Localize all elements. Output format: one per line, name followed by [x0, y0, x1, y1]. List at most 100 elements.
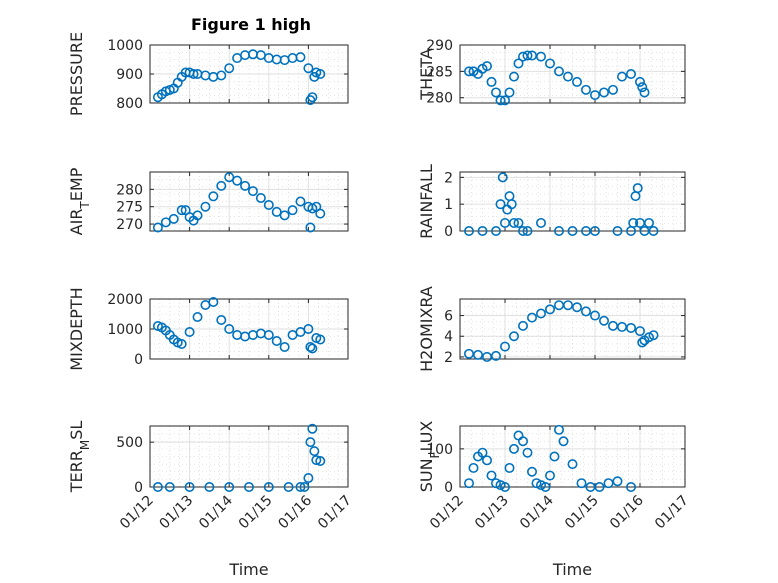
y-tick-label: 290: [426, 38, 453, 54]
data-point: [307, 92, 318, 103]
data-point: [535, 217, 546, 228]
data-point: [224, 323, 235, 334]
data-point: [295, 52, 306, 63]
x-tick-label: 01/17: [315, 493, 355, 533]
data-point: [637, 337, 648, 348]
x-tick-label: 01/16: [607, 492, 647, 532]
data-point: [553, 66, 564, 77]
data-point: [287, 205, 298, 216]
data-point: [598, 87, 609, 98]
y-tick-label: 0: [444, 224, 453, 240]
axes-frame: [459, 171, 686, 232]
x-tick-label: 01/12: [427, 493, 467, 533]
axes-frame: [459, 425, 686, 488]
data-point: [562, 71, 573, 82]
figure-title: Figure 1 high: [191, 15, 311, 34]
data-point: [499, 481, 510, 492]
y-tick-label: 6: [444, 309, 453, 325]
data-point: [517, 226, 528, 237]
data-point: [643, 217, 654, 228]
data-point: [164, 481, 175, 492]
data-point: [637, 82, 648, 93]
data-point: [522, 226, 533, 237]
data-point: [504, 87, 515, 98]
data-point: [490, 226, 501, 237]
y-tick-label: 2: [444, 350, 453, 366]
y-tick-label: 500: [116, 435, 143, 451]
x-tick-label: 01/14: [517, 492, 557, 532]
data-point: [263, 199, 274, 210]
data-point: [571, 302, 582, 313]
x-tick-label: 01/17: [652, 493, 692, 533]
data-point: [305, 222, 316, 233]
data-point: [625, 322, 636, 333]
data-point: [648, 226, 659, 237]
x-tick-label: 01/13: [472, 493, 512, 533]
data-point: [486, 470, 497, 481]
data-point: [315, 69, 326, 80]
subplot-5: 0 1000 2000 MIXDEPTH: [67, 287, 349, 371]
data-point: [184, 481, 195, 492]
y-tick-label: 280: [116, 182, 143, 198]
data-point: [499, 341, 510, 352]
data-point: [535, 51, 546, 62]
data-point: [176, 205, 187, 216]
data-point: [526, 312, 537, 323]
data-point: [594, 481, 605, 492]
data-point: [490, 478, 501, 489]
subplot-7: 0 500 TERRMSL 01/12 01/13 01/14 01/15 01/16 01/1…: [67, 421, 355, 579]
y-tick-label: 2: [444, 170, 453, 186]
data-point: [303, 473, 314, 484]
subplot-1: 800 900 1000 PRESSURE: [67, 32, 349, 116]
y-tick-label: 2000: [107, 292, 143, 308]
y-axis-label: THETA: [417, 48, 436, 100]
data-point: [295, 196, 306, 207]
data-point: [271, 206, 282, 217]
data-point: [589, 226, 600, 237]
data-point: [513, 58, 524, 69]
data-point: [232, 175, 243, 186]
x-tick-label: 01/16: [275, 492, 315, 532]
data-point: [305, 437, 316, 448]
data-point: [571, 76, 582, 87]
data-point: [160, 217, 171, 228]
data-point: [526, 466, 537, 477]
data-point: [553, 226, 564, 237]
subplot-6: 2 4 6 H2OMIXRA: [417, 286, 686, 372]
y-tick-label: 800: [116, 96, 143, 112]
data-point: [303, 323, 314, 334]
data-point: [305, 341, 316, 352]
y-tick-label: 900: [116, 67, 143, 83]
data-point: [508, 331, 519, 342]
y-axis-label: TERRMSL: [67, 421, 92, 494]
data-point: [517, 436, 528, 447]
data-point: [506, 199, 517, 210]
axes-frame: [459, 44, 686, 104]
data-point: [616, 71, 627, 82]
data-point: [247, 186, 258, 197]
data-point: [495, 480, 506, 491]
data-point: [634, 76, 645, 87]
data-point: [607, 84, 618, 95]
data-point: [625, 69, 636, 80]
data-point: [567, 459, 578, 470]
y-tick-label: 285: [426, 64, 453, 80]
y-tick-label: 1: [444, 197, 453, 213]
data-point: [240, 180, 251, 191]
data-point: [648, 330, 659, 341]
data-point: [224, 172, 235, 183]
data-point: [553, 424, 564, 435]
data-point: [628, 217, 639, 228]
subplot-4: 0 1 2 RAINFALL: [417, 164, 686, 240]
x-axis-label: Time: [552, 560, 592, 579]
data-point: [463, 226, 474, 237]
data-point: [508, 217, 519, 228]
data-point: [307, 423, 318, 434]
data-point: [152, 222, 163, 233]
data-point: [477, 226, 488, 237]
data-point: [472, 349, 483, 360]
data-point: [477, 447, 488, 458]
